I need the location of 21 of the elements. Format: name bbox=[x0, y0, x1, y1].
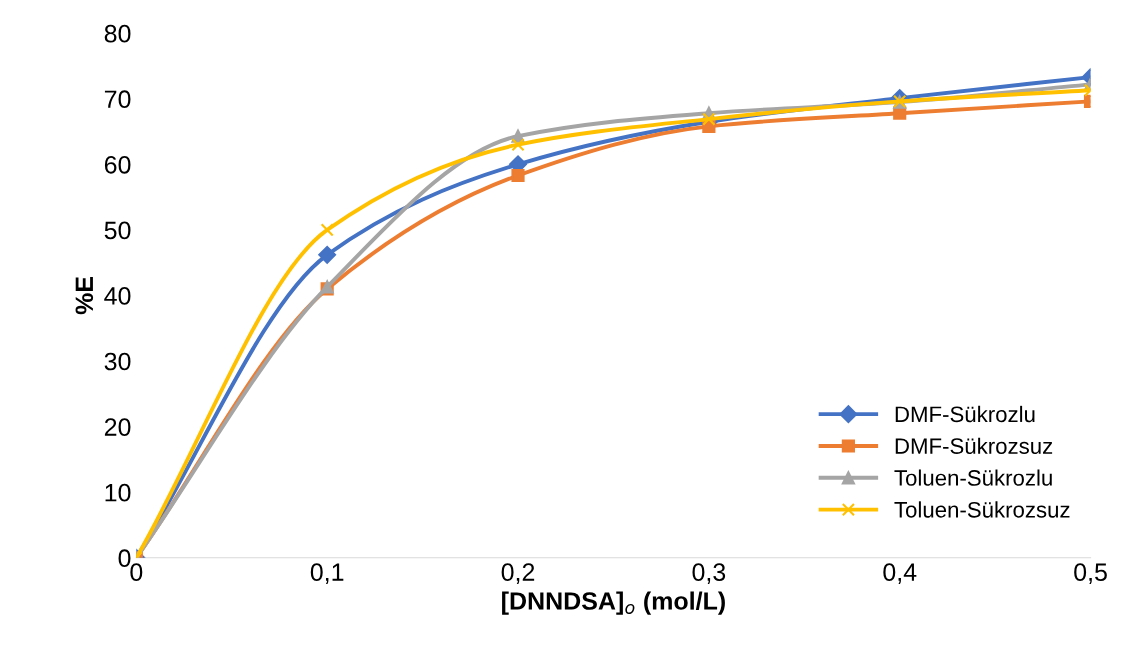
legend-label: DMF-Sükrozlu bbox=[895, 405, 1035, 423]
x-tick-label: 0,2 bbox=[501, 563, 535, 584]
x-tick-label: 0,3 bbox=[692, 563, 726, 584]
x-tick-label: 0,4 bbox=[883, 563, 917, 584]
y-tick-label: 20 bbox=[104, 418, 131, 436]
x-tick-label: 0 bbox=[130, 563, 143, 581]
y-tick-label: 0 bbox=[118, 549, 131, 568]
y-axis-title: %E bbox=[75, 277, 94, 315]
x-axis-title: [DNNDSA]$_{o}$ (mol/L) bbox=[502, 591, 725, 615]
y-tick-label: 70 bbox=[104, 90, 131, 109]
y-tick-label: 10 bbox=[105, 483, 131, 502]
legend-label: Toluen-Sükrozlu bbox=[894, 469, 1052, 486]
legend-label: DMF-Sükrozsuz bbox=[895, 437, 1053, 454]
y-tick-label: 80 bbox=[104, 24, 131, 43]
legend-label: Toluen-Sükrozsuz bbox=[894, 501, 1070, 518]
y-tick-label: 60 bbox=[104, 155, 131, 174]
x-tick-label: 0,5 bbox=[1074, 563, 1107, 584]
y-tick-label: 50 bbox=[104, 221, 131, 240]
y-tick-label: 30 bbox=[104, 352, 131, 371]
x-tick-label: 0,1 bbox=[310, 563, 344, 584]
y-tick-label: 40 bbox=[104, 287, 131, 305]
